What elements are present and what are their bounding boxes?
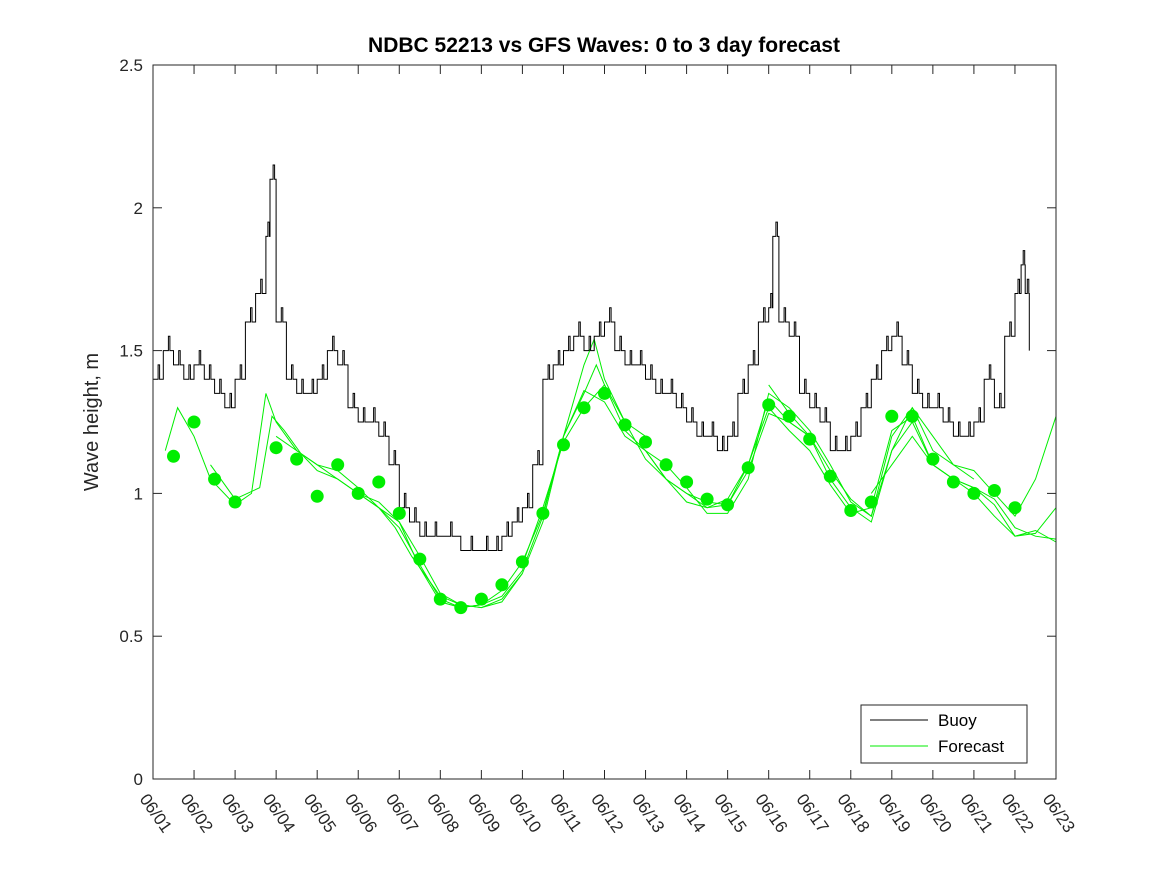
plot-area xyxy=(153,65,1056,779)
forecast-marker-40 xyxy=(987,484,1001,497)
buoy-series-group xyxy=(153,164,1030,551)
forecast-marker-8 xyxy=(331,458,345,472)
legend: Buoy Forecast xyxy=(860,704,1028,764)
forecast-marker-30 xyxy=(782,409,796,423)
forecast-marker-3 xyxy=(208,472,222,486)
forecast-run-line-7 xyxy=(768,384,1057,518)
forecast-marker-11 xyxy=(392,506,406,520)
y-axis: 0 0.5 1 1.5 2 2.5 xyxy=(119,56,1056,789)
forecast-marker-39 xyxy=(967,486,981,500)
legend-forecast-label: Forecast xyxy=(938,737,1004,756)
forecast-run-line-5 xyxy=(521,384,1057,565)
legend-box xyxy=(860,704,1028,764)
forecast-marker-12 xyxy=(413,552,427,566)
forecast-run-line-2 xyxy=(210,337,646,609)
y-axis-label: Wave height, m xyxy=(81,353,103,491)
forecast-marker-27 xyxy=(721,498,735,512)
forecast-marker-15 xyxy=(474,592,488,606)
y-tick-label-0: 0 xyxy=(134,770,143,789)
legend-buoy-label: Buoy xyxy=(938,711,977,730)
forecast-run-line-8 xyxy=(870,435,1057,540)
forecast-marker-4 xyxy=(228,495,242,509)
buoy-line xyxy=(153,164,1030,551)
forecast-marker-35 xyxy=(885,409,899,423)
y-tick-label-5: 2.5 xyxy=(119,56,143,75)
forecast-marker-5 xyxy=(269,441,283,455)
forecast-marker-7 xyxy=(310,489,324,503)
forecast-marker-28 xyxy=(741,461,755,475)
y-tick-label-2: 1 xyxy=(134,484,143,503)
y-tick-label-4: 2 xyxy=(134,199,143,218)
forecast-run-line-6 xyxy=(645,392,1057,537)
forecast-marker-6 xyxy=(290,452,304,466)
y-tick-label-3: 1.5 xyxy=(119,342,143,361)
forecast-marker-24 xyxy=(659,458,673,472)
forecast-marker-22 xyxy=(618,418,632,432)
forecast-marker-14 xyxy=(454,601,468,615)
forecast-marker-10 xyxy=(372,475,386,489)
forecast-marker-26 xyxy=(700,492,714,506)
forecast-marker-25 xyxy=(680,475,694,489)
forecast-marker-34 xyxy=(864,495,878,509)
forecast-marker-36 xyxy=(905,409,919,423)
forecast-marker-37 xyxy=(926,452,940,466)
y-tick-label-1: 0.5 xyxy=(119,627,143,646)
forecast-marker-19 xyxy=(557,438,570,452)
chart-title: NDBC 52213 vs GFS Waves: 0 to 3 day fore… xyxy=(368,34,840,57)
forecast-marker-31 xyxy=(803,432,817,446)
forecast-markers-group xyxy=(167,386,1022,615)
forecast-marker-18 xyxy=(536,506,550,520)
forecast-marker-23 xyxy=(639,435,652,449)
forecast-marker-32 xyxy=(823,469,837,483)
forecast-marker-17 xyxy=(515,555,529,569)
forecast-marker-2 xyxy=(187,415,201,429)
forecast-marker-41 xyxy=(1008,501,1022,515)
forecast-marker-16 xyxy=(495,578,509,592)
forecast-marker-29 xyxy=(762,398,776,412)
forecast-marker-21 xyxy=(598,386,611,400)
forecast-marker-13 xyxy=(433,592,447,606)
forecast-marker-1 xyxy=(167,449,180,463)
forecast-marker-20 xyxy=(577,401,591,415)
forecast-marker-33 xyxy=(844,504,858,517)
forecast-marker-9 xyxy=(351,486,365,500)
forecast-marker-38 xyxy=(946,475,960,489)
